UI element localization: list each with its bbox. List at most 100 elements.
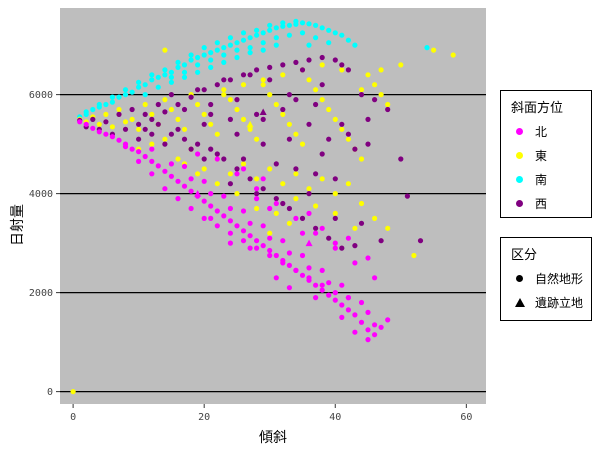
data-point [267,64,273,70]
data-point [267,166,273,172]
data-point [339,245,345,251]
data-point [450,52,456,58]
data-point [155,74,161,80]
data-point [116,94,122,100]
color-legend: 斜面方位 北 東 南 西 [500,90,592,218]
data-point [365,72,371,78]
data-point [306,186,312,192]
x-tick-label: 60 [460,412,472,423]
data-point [162,136,168,142]
data-point [345,307,351,313]
data-point [260,47,266,53]
data-point [326,136,332,142]
data-point [201,87,207,93]
data-point [103,119,109,125]
data-point [260,141,266,147]
legend-swatch-north [516,128,523,135]
data-point [260,30,266,36]
data-point [142,126,148,132]
data-point [188,205,194,212]
data-point [299,252,306,259]
data-point [332,245,338,251]
data-point [103,131,109,137]
data-point [234,40,240,46]
data-point [90,106,96,113]
data-point [136,158,142,164]
data-point [313,230,319,236]
data-point [90,116,96,122]
legend-swatch-east [516,152,523,159]
legend-item-north: 北 [501,121,591,141]
data-point [313,35,319,41]
data-point [208,57,214,63]
data-point [254,238,260,244]
legend-swatch-west [516,200,523,207]
data-point [273,35,279,41]
data-point [168,131,174,137]
data-point [313,203,319,209]
data-point [181,74,188,80]
data-point [385,225,391,231]
data-point [378,92,384,98]
data-point [208,191,214,197]
data-point [201,215,207,221]
data-point [201,111,207,117]
legend-item-site-location: 遺跡立地 [501,292,591,312]
y-axis-ticks: 0 2000 4000 6000 [29,90,60,398]
data-point [208,146,214,152]
data-point [352,329,358,335]
data-point [254,196,260,202]
data-point [293,215,299,221]
data-point [201,52,207,58]
data-point [234,47,240,53]
data-point [273,161,279,167]
data-point [358,92,365,98]
data-point [201,45,207,51]
data-point [195,141,201,147]
data-point [149,158,155,164]
data-point [214,151,220,157]
data-point [286,32,292,38]
data-point [240,116,247,122]
x-axis-title: 傾斜 [259,430,287,446]
data-point [201,178,207,184]
data-point [280,72,286,78]
data-point [299,20,306,26]
data-point [149,131,155,137]
data-point [378,324,384,330]
data-point [162,72,168,78]
data-point [286,220,292,226]
data-point [247,35,253,41]
data-point [319,82,325,88]
data-point [240,156,247,162]
data-point [254,67,260,73]
data-point [188,176,194,182]
data-point [201,198,207,204]
data-point [240,82,247,88]
data-point [227,116,233,122]
data-point [260,243,266,249]
data-point [273,101,279,108]
data-point [116,111,122,117]
shape-legend: 区分 自然地形 遺跡立地 [500,237,592,321]
data-point [240,228,247,234]
data-point [168,69,174,75]
data-point [208,101,214,108]
data-point [313,295,319,301]
data-point [345,131,351,137]
data-point [286,136,292,142]
data-point [319,151,325,157]
data-point [240,72,247,78]
data-point [208,111,214,117]
legend-label-site-location: 遺跡立地 [535,296,584,310]
data-point [149,111,155,117]
data-point [214,208,220,214]
data-point [181,183,188,189]
data-point [352,225,358,231]
data-point [280,111,286,117]
data-point [267,235,273,241]
data-point [280,20,286,26]
data-point [175,196,181,202]
data-point [136,149,142,155]
